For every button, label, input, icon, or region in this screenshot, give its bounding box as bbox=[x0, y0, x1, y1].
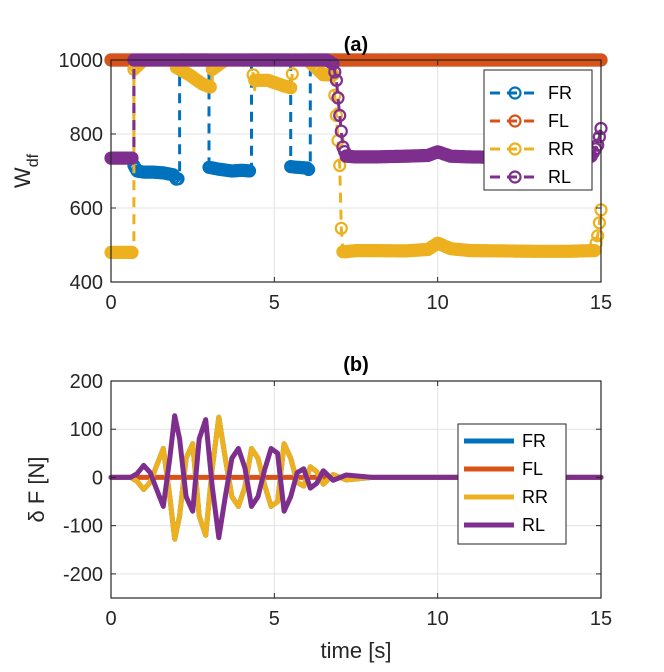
legend-label-fr: FR bbox=[548, 83, 572, 103]
y-axis-label: Wdf bbox=[10, 153, 42, 188]
data-point-rl bbox=[334, 124, 348, 138]
x-tick-label: 15 bbox=[590, 292, 612, 314]
data-point-rr bbox=[328, 88, 342, 102]
axes-box bbox=[110, 380, 602, 599]
y-tick-label: 0 bbox=[92, 467, 103, 489]
legend-marker-fl bbox=[508, 114, 522, 128]
data-point-rr bbox=[284, 81, 298, 95]
legend: FR FL RR RL bbox=[483, 69, 593, 191]
series-line-rl bbox=[108, 413, 604, 541]
data-point-rr bbox=[203, 80, 217, 94]
legend-marker-rr bbox=[508, 142, 522, 156]
data-point-rl bbox=[125, 151, 139, 165]
y-tick-label: 800 bbox=[70, 124, 103, 146]
legend-box bbox=[483, 69, 593, 191]
data-point-fr bbox=[171, 172, 185, 186]
panel-b-delta-force-chart: 0 5 10 15 -200 -100 0 100 200 (b) δ F [N] time [s] F… bbox=[24, 354, 612, 663]
chart-title: (a) bbox=[344, 34, 368, 56]
data-point-rr bbox=[592, 216, 607, 230]
x-axis-label: time [s] bbox=[321, 638, 392, 663]
legend-marker-fr bbox=[508, 86, 522, 100]
y-tick-label: 400 bbox=[70, 272, 103, 294]
x-tick-label: 5 bbox=[269, 608, 280, 630]
y-tick-label: 1000 bbox=[59, 50, 104, 72]
data-point-rr bbox=[591, 229, 605, 243]
y-tick-label: 200 bbox=[70, 371, 103, 393]
data-point-fr bbox=[302, 162, 316, 177]
legend-marker-rl bbox=[508, 170, 522, 184]
x-tick-label: 15 bbox=[590, 608, 612, 630]
series-line-rr bbox=[108, 414, 604, 542]
data-point-rl bbox=[326, 57, 340, 71]
data-point-rl bbox=[328, 65, 342, 79]
panel-a-wdf-chart: 0 5 10 15 400 600 800 1000 (a) Wdf FR FL RR RL bbox=[10, 34, 612, 314]
data-point-rl bbox=[331, 91, 345, 105]
series-group bbox=[108, 413, 604, 542]
chart-title: (b) bbox=[343, 354, 369, 376]
y-axis-label: δ F [N] bbox=[24, 456, 49, 522]
x-tick-label: 10 bbox=[427, 608, 449, 630]
legend-label-rr: RR bbox=[522, 487, 548, 507]
y-tick-label: 600 bbox=[70, 198, 103, 220]
data-point-rr bbox=[587, 244, 602, 258]
axes-box bbox=[110, 59, 602, 283]
x-tick-label: 5 bbox=[269, 292, 280, 314]
legend-label-rl: RL bbox=[548, 167, 571, 187]
legend-label-rl: RL bbox=[522, 515, 545, 535]
x-tick-label: 0 bbox=[105, 292, 116, 314]
legend-label-fl: FL bbox=[522, 459, 543, 479]
data-point-rr bbox=[125, 245, 139, 259]
x-tick-label: 0 bbox=[105, 608, 116, 630]
y-tick-label: -200 bbox=[63, 564, 103, 586]
y-tick-label: 100 bbox=[70, 419, 103, 441]
data-point-rl bbox=[592, 130, 607, 144]
legend-label-fr: FR bbox=[522, 431, 546, 451]
data-point-rr bbox=[333, 158, 347, 172]
x-tick-label: 10 bbox=[427, 292, 449, 314]
data-point-rl bbox=[329, 73, 343, 87]
y-tick-label: -100 bbox=[63, 516, 103, 538]
data-point-fr bbox=[242, 164, 257, 178]
data-point-rr bbox=[285, 67, 299, 81]
legend: FR FL RR RL bbox=[457, 423, 567, 545]
data-point-fr bbox=[300, 161, 314, 175]
legend-label-rr: RR bbox=[548, 139, 574, 159]
data-point-rr bbox=[334, 221, 348, 235]
legend-label-fl: FL bbox=[548, 111, 569, 131]
data-point-rl bbox=[333, 108, 347, 123]
